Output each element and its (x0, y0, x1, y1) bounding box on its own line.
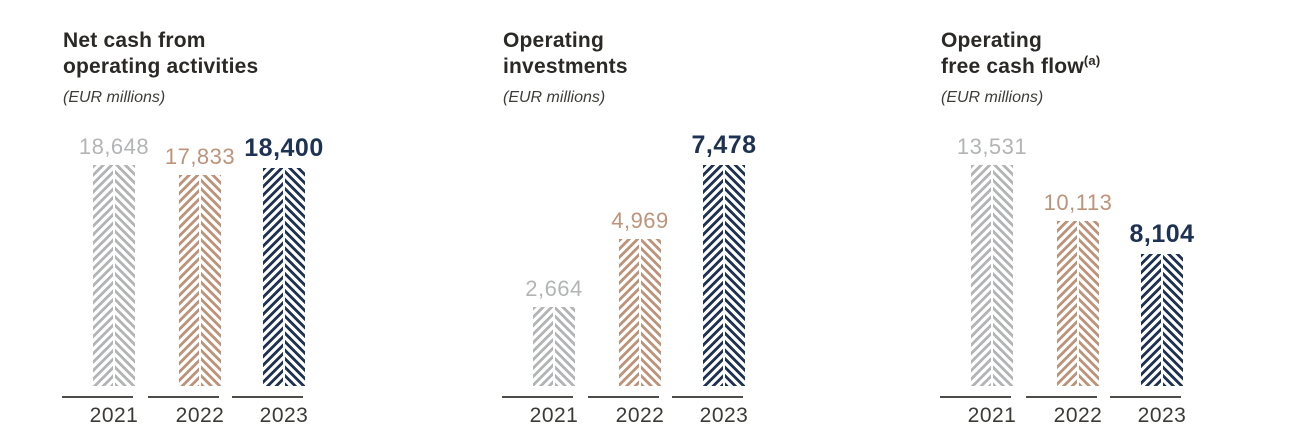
axis-line (940, 396, 1011, 398)
bar (1141, 254, 1183, 386)
bar-hatch-left (619, 239, 639, 386)
year-label: 2023 (699, 404, 749, 427)
bar (1057, 221, 1099, 386)
bar (179, 175, 221, 386)
axis-line (148, 396, 219, 398)
year-label: 2021 (529, 404, 579, 427)
value-label: 8,104 (1129, 220, 1195, 248)
year-label: 2023 (1137, 404, 1187, 427)
bar (619, 239, 661, 386)
bar-plot: 13,531 2021 10,113 2022 8,104 2023 (940, 120, 1241, 440)
year-label: 2023 (259, 404, 309, 427)
bar-plot: 18,648 2021 17,833 2022 18,400 2023 (62, 120, 363, 440)
axis-line (1110, 396, 1181, 398)
year-label: 2021 (967, 404, 1017, 427)
bar-hatch-right (1079, 221, 1099, 386)
bar (93, 165, 135, 386)
bar-column: 10,113 (1018, 120, 1138, 386)
chart-subtitle: (EUR millions) (941, 89, 1044, 106)
bar-hatch-left (533, 307, 553, 386)
bar (533, 307, 575, 386)
bar-hatch-right (555, 307, 575, 386)
bar-column: 13,531 (932, 120, 1052, 386)
bar-column: 4,969 (580, 120, 700, 386)
bar-hatch-right (641, 239, 661, 386)
chart-operating-investments: Operating investments (EUR millions) 2,6… (502, 28, 803, 440)
bar-hatch-right (201, 175, 221, 386)
chart-title-line1: Operating (503, 29, 604, 52)
chart-subtitle: (EUR millions) (503, 89, 606, 106)
value-label: 18,400 (244, 134, 324, 162)
bar-hatch-right (725, 165, 745, 386)
value-label: 10,113 (1043, 190, 1113, 215)
chart-title-line1: Operating (941, 29, 1042, 52)
bar-column: 8,104 (1102, 120, 1222, 386)
bar-hatch-right (115, 165, 135, 386)
bar (971, 165, 1013, 386)
year-label: 2022 (615, 404, 665, 427)
value-label: 7,478 (691, 131, 757, 159)
year-label: 2022 (1053, 404, 1103, 427)
bar-hatch-right (285, 168, 305, 386)
bar-hatch-right (1163, 254, 1183, 386)
bar-column: 18,648 (54, 120, 174, 386)
bar-hatch-left (703, 165, 723, 386)
bar (703, 165, 745, 386)
value-label: 17,833 (164, 144, 236, 169)
chart-operating-free-cash-flow: Operating free cash flow(a) (EUR million… (940, 28, 1241, 440)
bar-hatch-left (971, 165, 991, 386)
axis-line (1026, 396, 1097, 398)
chart-net-cash: Net cash from operating activities (EUR … (62, 28, 363, 440)
bar-column: 18,400 (224, 120, 344, 386)
axis-line (62, 396, 133, 398)
chart-title: Net cash from operating activities (63, 28, 363, 80)
axis-line (672, 396, 743, 398)
bar-hatch-left (179, 175, 199, 386)
bar (263, 168, 305, 386)
chart-title-line2: free cash flow (941, 55, 1084, 78)
value-label: 2,664 (525, 276, 583, 301)
chart-subtitle: (EUR millions) (63, 89, 166, 106)
year-label: 2021 (89, 404, 139, 427)
chart-title: Operating free cash flow(a) (941, 28, 1241, 80)
chart-title-line1: Net cash from (63, 29, 206, 52)
axis-line (232, 396, 303, 398)
footnote-marker: (a) (1083, 53, 1101, 68)
axis-line (588, 396, 659, 398)
value-label: 18,648 (78, 134, 150, 159)
bar-hatch-left (93, 165, 113, 386)
bar-hatch-right (993, 165, 1013, 386)
bar-column: 17,833 (140, 120, 260, 386)
bar-hatch-left (1141, 254, 1161, 386)
chart-title-line2: operating activities (63, 55, 259, 78)
value-label: 13,531 (956, 134, 1028, 159)
bar-plot: 2,664 2021 4,969 2022 7,478 2023 (502, 120, 803, 440)
bar-hatch-left (263, 168, 283, 386)
bar-column: 7,478 (664, 120, 784, 386)
axis-line (502, 396, 573, 398)
bar-column: 2,664 (494, 120, 614, 386)
chart-title-line2: investments (503, 55, 628, 78)
year-label: 2022 (175, 404, 225, 427)
bar-hatch-left (1057, 221, 1077, 386)
value-label: 4,969 (611, 208, 669, 233)
chart-title: Operating investments (503, 28, 803, 80)
